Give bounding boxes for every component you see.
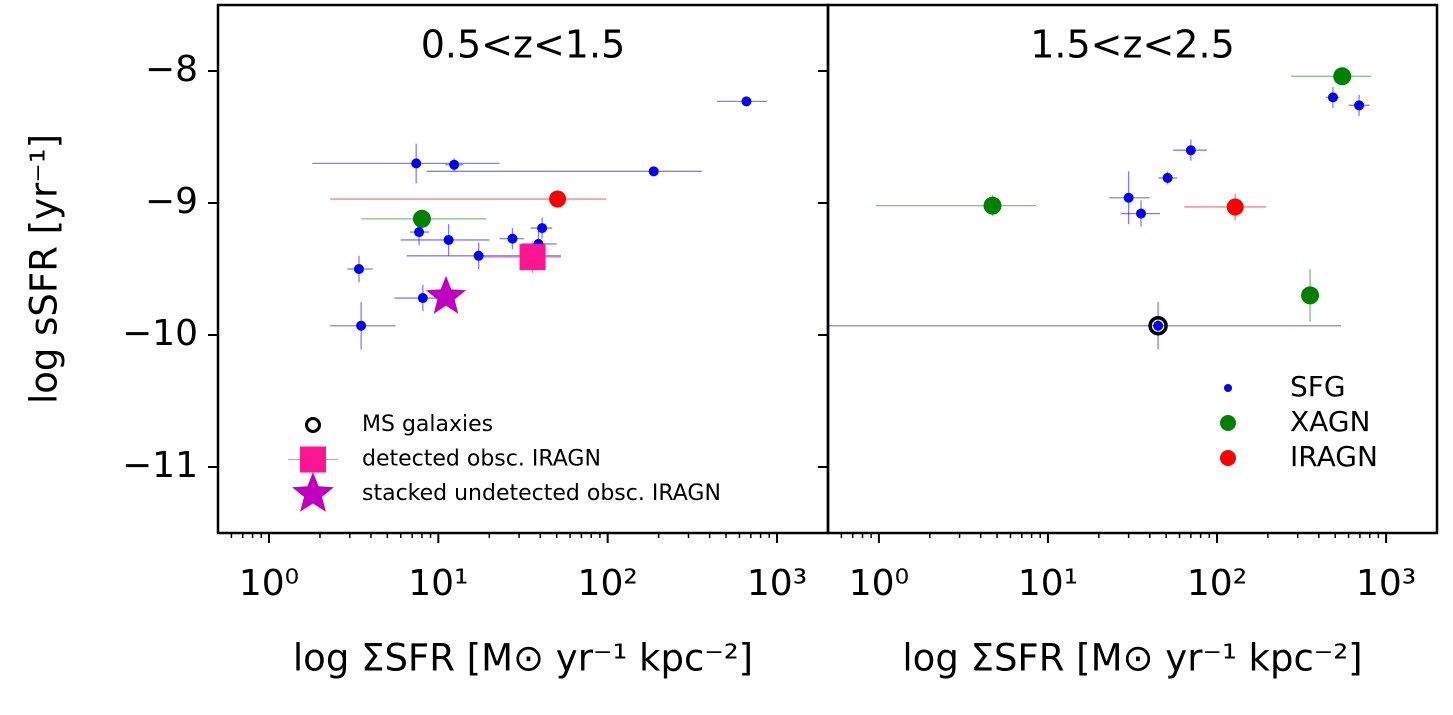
point — [1354, 100, 1365, 111]
point — [473, 250, 484, 261]
point — [426, 275, 466, 314]
point — [741, 96, 752, 107]
x-tick-label: 10² — [1187, 563, 1247, 604]
legend-marker — [305, 417, 321, 433]
legend-label: MS galaxies — [362, 412, 493, 437]
legend-marker — [1224, 384, 1232, 392]
x-tick-label: 10¹ — [1018, 563, 1078, 604]
point — [537, 223, 548, 234]
point — [1148, 316, 1168, 336]
point — [1153, 320, 1164, 331]
legend-marker — [1220, 415, 1236, 431]
point — [411, 158, 422, 169]
point — [1162, 172, 1173, 183]
point — [356, 320, 367, 331]
legend-label: detected obsc. IRAGN — [362, 447, 601, 472]
point — [414, 227, 425, 238]
panel-title: 1.5<z<2.5 — [1030, 23, 1235, 67]
x-tick-label: 10³ — [747, 563, 807, 604]
point — [1333, 67, 1352, 86]
legend-marker — [292, 472, 334, 512]
legend-label: stacked undetected obsc. IRAGN — [362, 481, 721, 506]
point — [412, 209, 431, 228]
point — [1135, 208, 1146, 219]
legend-label: SFG — [1290, 370, 1346, 403]
x-axis-label: log ΣSFR [M⊙ yr⁻¹ kpc⁻²] — [902, 637, 1362, 680]
point — [449, 159, 460, 170]
x-tick-label: 10⁰ — [849, 563, 909, 604]
x-tick-label: 10² — [578, 563, 638, 604]
point — [443, 234, 454, 245]
point — [1123, 192, 1134, 203]
panel-title: 0.5<z<1.5 — [421, 23, 626, 67]
x-tick-label: 10⁰ — [239, 563, 299, 604]
axes-frame — [826, 3, 1439, 535]
point — [1301, 286, 1320, 305]
x-axis-label: log ΣSFR [M⊙ yr⁻¹ kpc⁻²] — [293, 637, 753, 680]
point — [1327, 92, 1338, 103]
y-tick-label: −10 — [122, 313, 198, 354]
point — [507, 233, 518, 244]
plot-area — [312, 96, 768, 350]
legend-marker — [1220, 450, 1236, 466]
point — [1185, 145, 1196, 156]
legend-label: IRAGN — [1290, 440, 1378, 473]
plot-area — [828, 67, 1372, 350]
y-tick-label: −11 — [122, 445, 198, 486]
point — [519, 244, 546, 271]
legend-label: XAGN — [1290, 405, 1371, 438]
point — [983, 196, 1002, 215]
y-axis-label: log sSFR [yr⁻¹] — [23, 134, 66, 404]
point — [353, 264, 364, 274]
x-tick-label: 10¹ — [408, 563, 468, 604]
point — [648, 166, 659, 177]
point — [417, 293, 428, 304]
x-tick-label: 10³ — [1356, 563, 1416, 604]
legend-marker — [300, 446, 326, 473]
point — [1226, 198, 1244, 216]
y-tick-label: −8 — [145, 49, 198, 90]
y-tick-label: −9 — [145, 181, 198, 222]
point — [549, 190, 567, 208]
